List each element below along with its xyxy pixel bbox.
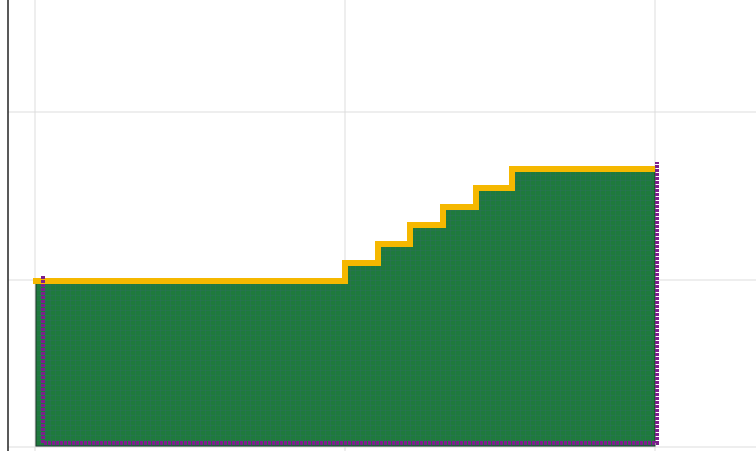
ground-surface: [33, 166, 655, 284]
boundary-condition: [41, 162, 659, 445]
